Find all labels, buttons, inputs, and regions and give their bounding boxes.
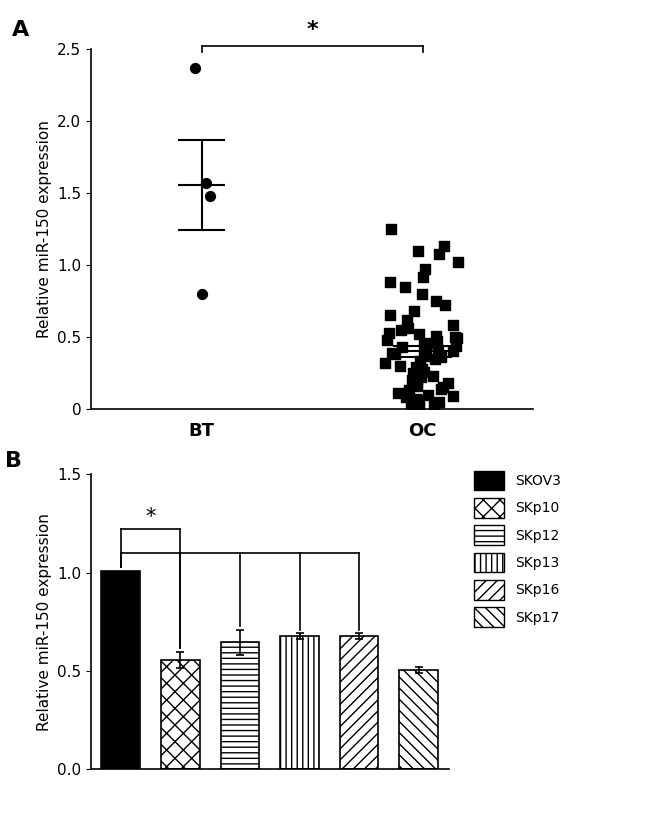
Point — [411, 393, 421, 406]
Point — [448, 389, 458, 402]
Point — [451, 339, 462, 353]
Point — [380, 357, 390, 370]
Point — [448, 345, 458, 358]
Point — [419, 365, 430, 378]
Point — [196, 287, 207, 300]
Point — [402, 313, 412, 326]
Point — [408, 366, 418, 380]
Point — [433, 344, 443, 357]
Bar — [220, 642, 259, 769]
Text: *: * — [146, 507, 156, 528]
Bar — [280, 636, 319, 769]
Point — [403, 384, 413, 397]
Point — [436, 351, 447, 364]
Point — [437, 381, 448, 394]
Point — [429, 398, 439, 411]
Point — [387, 346, 397, 359]
Point — [440, 299, 450, 312]
Point — [452, 332, 462, 345]
Bar — [340, 636, 378, 769]
Point — [385, 276, 396, 289]
Point — [428, 370, 438, 383]
Point — [431, 329, 441, 342]
Point — [419, 338, 430, 351]
Point — [413, 244, 423, 257]
Point — [425, 336, 436, 349]
Point — [406, 397, 417, 410]
Point — [417, 362, 427, 375]
Point — [419, 349, 430, 362]
Point — [443, 376, 453, 389]
Point — [395, 359, 406, 372]
Bar — [161, 660, 200, 769]
Point — [385, 309, 395, 322]
Point — [190, 61, 200, 74]
Point — [411, 380, 422, 393]
Point — [434, 395, 444, 408]
Point — [417, 287, 428, 300]
Point — [393, 387, 404, 400]
Point — [390, 348, 400, 361]
Point — [413, 327, 424, 340]
Point — [430, 352, 441, 365]
Point — [438, 240, 448, 253]
Point — [414, 401, 424, 414]
Point — [403, 321, 413, 335]
Point — [407, 374, 417, 387]
Point — [450, 330, 460, 344]
Text: *: * — [306, 20, 318, 40]
Point — [408, 399, 418, 412]
Legend: SKOV3, SKp10, SKp12, SKp13, SKp16, SKp17: SKOV3, SKp10, SKp12, SKp13, SKp16, SKp17 — [470, 466, 566, 631]
Bar — [399, 670, 438, 769]
Bar — [101, 571, 140, 769]
Point — [384, 326, 394, 339]
Point — [448, 319, 458, 332]
Point — [415, 355, 425, 368]
Point — [434, 247, 445, 260]
Text: A: A — [12, 20, 29, 40]
Point — [420, 263, 430, 276]
Point — [397, 340, 408, 353]
Point — [414, 393, 424, 407]
Point — [415, 371, 426, 384]
Point — [431, 294, 441, 308]
Point — [382, 334, 392, 347]
Y-axis label: Relative miR-150 expression: Relative miR-150 expression — [36, 513, 51, 730]
Text: B: B — [5, 451, 22, 471]
Point — [411, 361, 421, 374]
Point — [453, 255, 463, 268]
Point — [201, 177, 211, 190]
Point — [421, 342, 432, 355]
Y-axis label: Relative miR-150 expression: Relative miR-150 expression — [36, 120, 51, 338]
Point — [417, 270, 428, 283]
Point — [411, 375, 422, 389]
Point — [385, 222, 396, 236]
Point — [205, 190, 216, 203]
Point — [400, 280, 410, 293]
Point — [436, 382, 446, 395]
Point — [422, 388, 433, 401]
Point — [432, 335, 443, 348]
Point — [400, 391, 411, 404]
Point — [396, 323, 406, 336]
Point — [408, 304, 419, 317]
